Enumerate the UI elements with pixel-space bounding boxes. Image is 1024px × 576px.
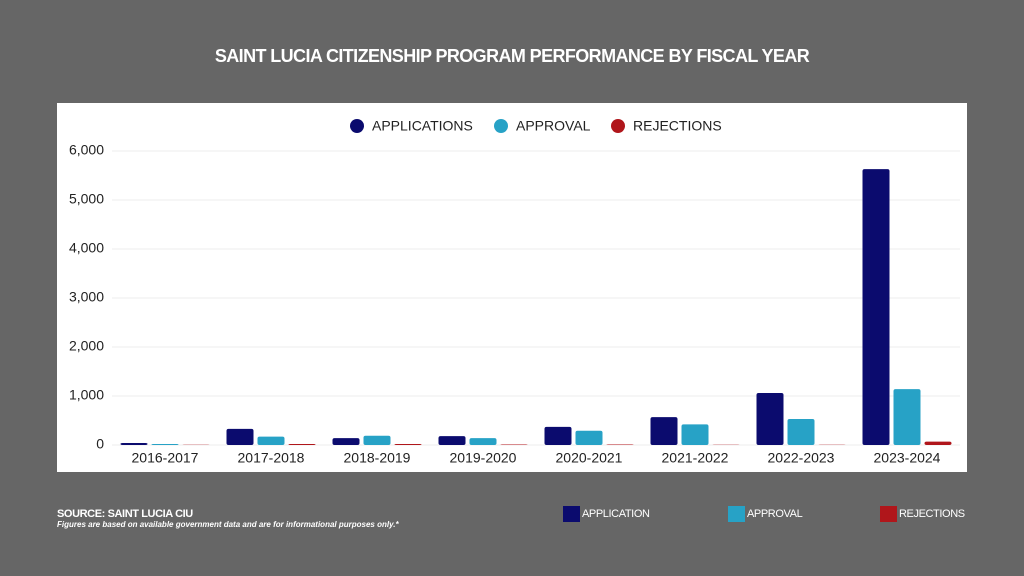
bar [120,443,148,445]
bar [650,417,678,445]
bar [862,169,890,445]
bar [438,436,466,445]
bar [787,419,815,445]
x-tick-label: 2023-2024 [874,450,941,466]
note: Figures are based on available governmen… [57,520,399,529]
bar [226,428,254,445]
x-tick-label: 2021-2022 [662,450,729,466]
x-tick-label: 2018-2019 [344,450,411,466]
bar [288,444,316,445]
bar [681,424,709,445]
bar [257,436,285,445]
y-tick-label: 4,000 [69,240,104,256]
source: SOURCE: SAINT LUCIA CIU [57,508,193,520]
x-tick-label: 2022-2023 [768,450,835,466]
legend-label: REJECTIONS [633,118,722,134]
footer-legend-swatch [563,506,580,522]
legend-marker [350,119,364,133]
legend-marker [611,119,625,133]
footer-legend-swatch [728,506,745,522]
bar [893,389,921,445]
y-tick-label: 6,000 [69,142,104,158]
x-tick-label: 2017-2018 [238,450,305,466]
footer-legend-label: REJECTIONS [899,508,965,520]
footer-legend-swatch [880,506,897,522]
bar [544,426,572,445]
legend-marker [494,119,508,133]
bar [469,438,497,445]
x-tick-label: 2020-2021 [556,450,623,466]
y-tick-label: 0 [96,436,104,452]
bar [756,393,784,445]
footer-legend-label: APPLICATION [582,508,650,520]
bar [332,438,360,445]
bar [151,444,179,445]
y-tick-label: 3,000 [69,289,104,305]
chart-title: SAINT LUCIA CITIZENSHIP PROGRAM PERFORMA… [215,46,810,66]
bar [394,444,422,445]
bar [575,430,603,445]
y-tick-label: 5,000 [69,191,104,207]
footer-legend-label: APPROVAL [747,508,803,520]
bar [924,441,952,445]
bar [363,435,391,445]
y-tick-label: 2,000 [69,338,104,354]
legend-label: APPLICATIONS [372,118,473,134]
y-tick-label: 1,000 [69,387,104,403]
chart-panel [57,103,967,472]
x-tick-label: 2019-2020 [450,450,517,466]
legend-label: APPROVAL [516,118,591,134]
x-tick-label: 2016-2017 [132,450,199,466]
